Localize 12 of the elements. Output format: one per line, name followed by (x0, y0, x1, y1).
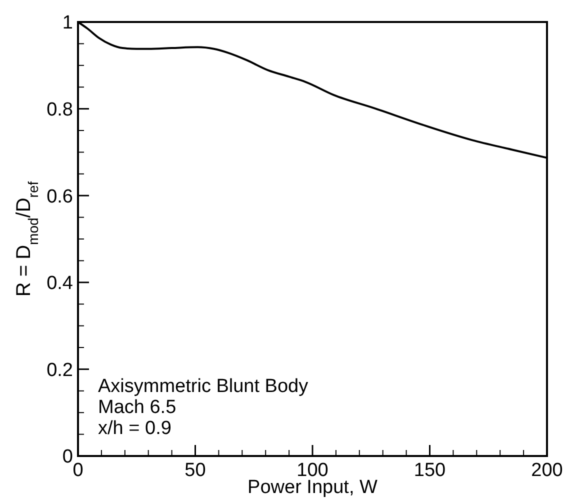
annotation: Mach 6.5 (98, 397, 176, 418)
y-tick-label: 0.6 (46, 186, 73, 208)
x-tick-label: 200 (531, 460, 563, 481)
y-tick-label: 0.4 (46, 273, 74, 294)
x-tick-label: 150 (414, 460, 446, 481)
y-tick-label: 0.8 (46, 99, 73, 120)
x-tick-label: 50 (184, 460, 206, 481)
annotation: Axisymmetric Blunt Body (98, 376, 309, 397)
annotation: x/h = 0.9 (98, 418, 172, 439)
y-tick-label: 1 (62, 12, 73, 34)
y-tick-label: 0.2 (46, 360, 73, 381)
y-tick-label: 0 (62, 446, 73, 468)
